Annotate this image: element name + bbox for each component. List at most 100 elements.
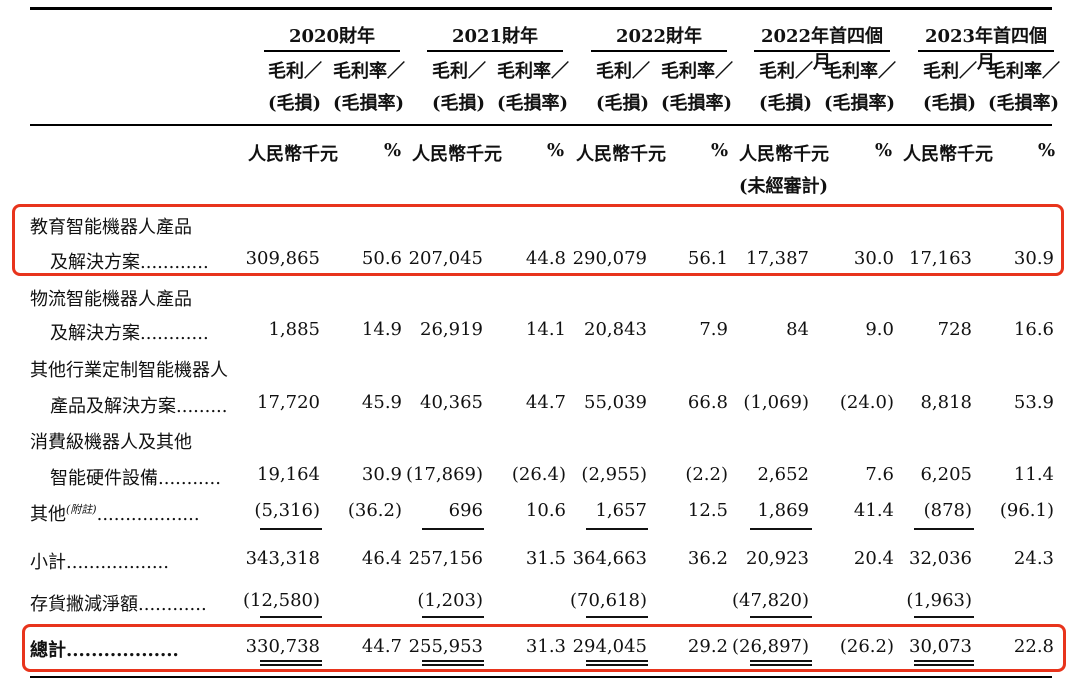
- table-cell: 36.2: [687, 548, 728, 569]
- unit-pct-2021: %: [547, 140, 565, 161]
- unit-currency-2023-4m: 人民幣千元: [903, 144, 993, 165]
- writedown-rule: [260, 616, 322, 618]
- row-label: 其他行業定制智能機器人: [30, 356, 228, 382]
- table-cell: 207,045: [408, 248, 483, 269]
- table-cell: 9.0: [865, 319, 894, 340]
- unit-currency-2022-4m: 人民幣千元: [739, 144, 829, 165]
- row-note: (附註): [66, 503, 97, 516]
- table-cell: (1,963): [906, 590, 972, 611]
- writedown-rule: [422, 616, 484, 618]
- table-cell: (12,580): [242, 590, 320, 611]
- table-cell: 66.8: [687, 392, 728, 413]
- table-cell: 14.1: [525, 319, 566, 340]
- table-cell: (36.2): [347, 500, 402, 521]
- table-cell: 30.9: [1013, 248, 1054, 269]
- subtotal-rule: [914, 528, 974, 530]
- writedown-rule: [914, 616, 974, 618]
- table-cell: (47,820): [731, 590, 809, 611]
- group-underline-2022-4m: [754, 50, 890, 52]
- table-cell: (70,618): [569, 590, 647, 611]
- table-cell: 46.4: [361, 548, 402, 569]
- row-label: 小計..................: [30, 548, 169, 574]
- table-cell: 294,045: [572, 636, 647, 657]
- row-label-text: 其他: [30, 504, 66, 525]
- table-cell: (24.0): [839, 392, 894, 413]
- table-cell: (26.4): [511, 464, 566, 485]
- table-cell: 30.9: [361, 464, 402, 485]
- total-double-rule: [586, 664, 648, 666]
- unit-currency-2021: 人民幣千元: [412, 144, 502, 165]
- group-header-2022: 2022財年: [615, 26, 703, 47]
- header-rule: [30, 124, 1052, 126]
- total-double-rule: [422, 664, 484, 666]
- table-cell: 26,919: [420, 319, 483, 340]
- table-cell: 41.4: [853, 500, 894, 521]
- group-underline-2021: [427, 50, 563, 52]
- unit-pct-2022: %: [711, 140, 729, 161]
- table-cell: 44.7: [361, 636, 402, 657]
- table-cell: 32,036: [909, 548, 972, 569]
- unit-currency-2022: 人民幣千元: [576, 144, 666, 165]
- row-label: 教育智能機器人產品: [30, 213, 192, 239]
- table-cell: 12.5: [687, 500, 728, 521]
- table-cell: (26,897): [731, 636, 809, 657]
- table-cell: 309,865: [245, 248, 320, 269]
- table-cell: 24.3: [1013, 548, 1054, 569]
- row-label-text: 存貨撇減淨額............: [30, 594, 207, 615]
- col-gross-profit-2022-4m: 毛利／ (毛損): [759, 61, 813, 114]
- group-header-2021: 2021財年: [451, 26, 539, 47]
- group-header-2023-4m: 2023年首四個月: [924, 26, 1048, 73]
- total-double-rule: [914, 660, 974, 662]
- row-label: 存貨撇減淨額............: [30, 590, 207, 616]
- group-underline-2023-4m: [918, 50, 1054, 52]
- row-label-text: 小計..................: [30, 552, 169, 573]
- row-label-text: 總計..................: [30, 640, 179, 661]
- table-cell: (5,316): [254, 500, 320, 521]
- unit-currency-2020: 人民幣千元: [248, 144, 338, 165]
- writedown-rule: [586, 616, 648, 618]
- table-cell: 20,843: [584, 319, 647, 340]
- total-double-rule: [914, 664, 974, 666]
- table-cell: 14.9: [361, 319, 402, 340]
- table-cell: (1,069): [743, 392, 809, 413]
- table-cell: 30,073: [909, 636, 972, 657]
- col-gross-margin-2023-4m: 毛利率／ (毛損率): [988, 61, 1060, 114]
- table-cell: 20,923: [746, 548, 809, 569]
- table-cell: 11.4: [1013, 464, 1054, 485]
- table-cell: 31.5: [525, 548, 566, 569]
- table-cell: 330,738: [245, 636, 320, 657]
- table-cell: 1,657: [595, 500, 647, 521]
- table-cell: 30.0: [853, 248, 894, 269]
- table-cell: 290,079: [572, 248, 647, 269]
- table-cell: 257,156: [408, 548, 483, 569]
- total-double-rule: [750, 664, 812, 666]
- table-cell: 17,720: [257, 392, 320, 413]
- group-header-2020: 2020財年: [288, 26, 376, 47]
- table-cell: 255,953: [408, 636, 483, 657]
- table-cell: 31.3: [525, 636, 566, 657]
- row-label: 總計..................: [30, 636, 179, 662]
- table-cell: (26.2): [839, 636, 894, 657]
- unit-unaudited: (未經審計): [739, 176, 829, 197]
- group-underline-2020: [264, 50, 400, 52]
- highlight-box-total: [22, 624, 1066, 672]
- col-gross-profit-2020: 毛利／ (毛損): [268, 61, 322, 114]
- group-underline-2022: [591, 50, 727, 52]
- table-cell: 7.6: [865, 464, 894, 485]
- col-gross-profit-2021: 毛利／ (毛損): [432, 61, 486, 114]
- top-rule: [30, 7, 1052, 10]
- col-gross-profit-2023-4m: 毛利／ (毛損): [923, 61, 977, 114]
- total-double-rule: [260, 664, 322, 666]
- table-cell: (2,955): [581, 464, 647, 485]
- table-cell: (1,203): [417, 590, 483, 611]
- table-cell: (96.1): [999, 500, 1054, 521]
- row-label: 其他(附註)..................: [30, 500, 200, 526]
- row-label-continued: 產品及解決方案.........: [50, 396, 228, 417]
- subtotal-rule: [750, 528, 812, 530]
- table-cell: 728: [937, 319, 972, 340]
- bottom-rule: [30, 676, 1052, 678]
- table-cell: 45.9: [361, 392, 402, 413]
- table-cell: 696: [448, 500, 483, 521]
- total-double-rule: [422, 660, 484, 662]
- table-cell: 55,039: [584, 392, 647, 413]
